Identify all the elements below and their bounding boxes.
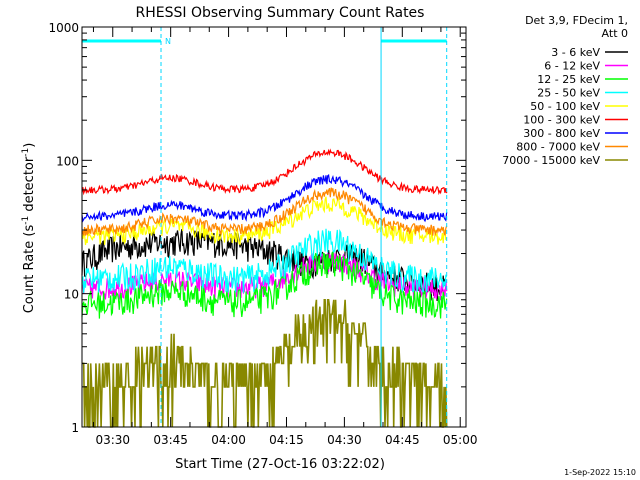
legend-label-2: 12 - 25 keV: [537, 73, 600, 86]
legend-label-7: 800 - 7000 keV: [516, 141, 600, 154]
series-line-5: [81, 148, 448, 196]
y-tick-label: 1000: [48, 21, 79, 35]
x-tick-label: 04:30: [327, 433, 362, 447]
y-tick-label: 1: [71, 421, 79, 435]
legend-label-5: 100 - 300 keV: [523, 114, 600, 127]
y-axis-label: Count Rate (s-1 detector-1): [21, 143, 37, 314]
legend-label-4: 50 - 100 keV: [530, 100, 600, 113]
series-line-7: [81, 187, 448, 237]
legend-label-3: 25 - 50 keV: [537, 87, 600, 100]
legend-header-2: Att 0: [602, 27, 628, 40]
x-tick-label: 04:00: [211, 433, 246, 447]
legend-label-0: 3 - 6 keV: [551, 46, 600, 59]
axes: N 1 10 100 1000 03:30 03:45 04:00 04:15 04:30 04:4…: [48, 21, 477, 447]
y-tick-label: 10: [64, 288, 79, 302]
night-marker-label: N: [165, 37, 171, 46]
x-tick-label: 04:45: [385, 433, 420, 447]
legend-header-1: Det 3,9, FDecim 1,: [525, 14, 628, 27]
series-line-4: [81, 196, 448, 246]
x-tick-label: 03:30: [95, 433, 130, 447]
plot-frame: [81, 26, 467, 428]
legend-label-6: 300 - 800 keV: [523, 127, 600, 140]
series-line-6: [81, 173, 448, 223]
series-line-8: [82, 299, 448, 428]
x-tick-label: 05:00: [443, 433, 478, 447]
y-tick-label: 100: [56, 154, 79, 168]
x-axis-label: Start Time (27-Oct-16 03:22:02): [175, 457, 385, 472]
chart-title: RHESSI Observing Summary Count Rates: [136, 5, 425, 21]
plot-area: [81, 148, 448, 428]
legend-label-1: 6 - 12 keV: [544, 60, 600, 73]
date-stamp: 1-Sep-2022 15:10: [564, 468, 636, 477]
x-tick-label: 04:15: [269, 433, 304, 447]
legend-label-8: 7000 - 15000 keV: [502, 154, 600, 167]
x-tick-label: 03:45: [153, 433, 188, 447]
series-line-3: [81, 228, 448, 293]
